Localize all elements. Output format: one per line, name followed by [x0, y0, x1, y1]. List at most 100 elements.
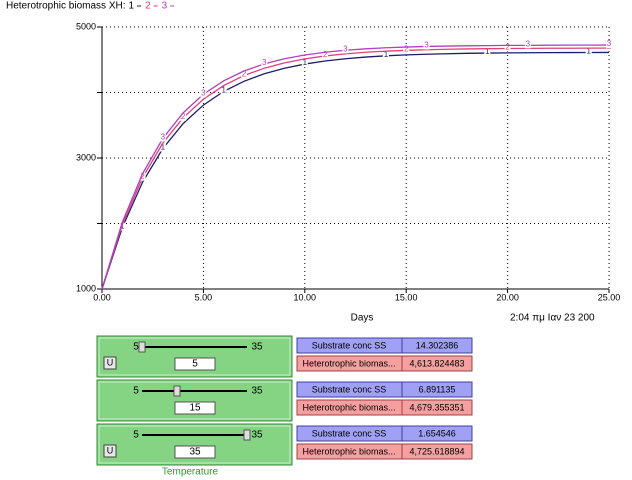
- readout-label: Substrate conc SS: [312, 428, 387, 438]
- y-tick-label: 5000: [76, 21, 96, 31]
- slider-max: 35: [251, 386, 263, 397]
- u-button[interactable]: [103, 444, 117, 458]
- curve-marker: 2: [181, 112, 186, 121]
- curve-marker-box: [240, 70, 247, 79]
- x-axis-label: Days: [351, 313, 374, 324]
- u-button-label: U: [107, 357, 114, 367]
- curve-marker: 1: [161, 143, 166, 152]
- slider-min: 5: [133, 430, 139, 441]
- x-tick-label: 5.00: [195, 292, 213, 302]
- u-button[interactable]: [103, 356, 117, 370]
- value-text: 15: [189, 403, 201, 414]
- slider-thumb[interactable]: [173, 385, 181, 397]
- curve-marker-box: [382, 50, 389, 59]
- readout-value-cell: [401, 443, 473, 460]
- readout-value-cell: [401, 399, 473, 416]
- readout-value-cell: [401, 355, 473, 372]
- x-tick-label: 0.00: [93, 292, 111, 302]
- readout-value: 6.891135: [419, 384, 456, 394]
- readout-value: 4,725.618894: [409, 446, 464, 456]
- curve-marker: 3: [424, 41, 429, 50]
- slider-thumb[interactable]: [243, 429, 251, 441]
- control-panel: [96, 379, 293, 422]
- readout-value: 4,613.824483: [409, 358, 464, 368]
- readout-value: 14.302386: [416, 340, 459, 350]
- curve-marker: 2: [323, 50, 328, 59]
- control-label: Temperature: [162, 467, 219, 478]
- curve-marker: 1: [485, 47, 490, 56]
- curve-marker: 2: [505, 43, 510, 52]
- readout-value-cell: [401, 337, 473, 354]
- curve-marker-box: [261, 58, 268, 67]
- slider-min: 5: [133, 342, 139, 353]
- control-panel-inner: [98, 337, 291, 376]
- curve-marker-box: [484, 48, 491, 57]
- control-panel-inner: [98, 425, 291, 464]
- curve-marker-box: [200, 89, 207, 98]
- u-button-label: U: [107, 445, 114, 455]
- curve-marker: 3: [262, 58, 267, 67]
- curve-marker-box: [342, 45, 349, 54]
- curve-marker-box: [423, 41, 430, 50]
- curve-marker: 2: [404, 44, 409, 53]
- slider-thumb[interactable]: [138, 341, 146, 353]
- curve-marker-box: [322, 50, 329, 59]
- readout-label: Substrate conc SS: [312, 340, 387, 350]
- chart-title: Heterotrophic biomass XH:: [6, 1, 126, 12]
- curve-marker: 3: [607, 39, 612, 48]
- readout-value: 4,679.355351: [409, 402, 464, 412]
- curve-marker-box: [301, 59, 308, 68]
- curve-marker-box: [524, 40, 531, 49]
- curve-marker: 1: [303, 58, 308, 67]
- timestamp: 2:04 πμ Ιαν 23 200: [510, 313, 595, 324]
- curve-marker-box: [159, 133, 166, 142]
- curve-marker: 2: [242, 70, 247, 79]
- curve-marker: 1: [221, 85, 226, 94]
- curve-marker: 1: [384, 50, 389, 59]
- curve-marker: 3: [161, 133, 166, 142]
- readout-value-cell: [401, 425, 473, 442]
- readout-label: Substrate conc SS: [312, 384, 387, 394]
- curve-marker: 3: [201, 88, 206, 97]
- value-box[interactable]: [174, 401, 216, 415]
- control-panel: [96, 423, 293, 466]
- control-panel-inner: [98, 381, 291, 420]
- y-tick-label: 3000: [76, 152, 96, 162]
- series-line: [101, 47, 610, 290]
- y-tick-label: 1000: [76, 283, 96, 293]
- x-tick-label: 15.00: [395, 292, 418, 302]
- legend-entry: 2: [145, 1, 151, 12]
- curve-marker-box: [159, 143, 166, 152]
- slider-min: 5: [133, 386, 139, 397]
- x-tick-label: 20.00: [496, 292, 519, 302]
- slider-max: 35: [251, 430, 263, 441]
- curve-marker-box: [504, 43, 511, 52]
- curve-marker-box: [220, 86, 227, 95]
- curve-marker-box: [180, 112, 187, 121]
- x-tick-label: 25.00: [598, 292, 621, 302]
- value-box[interactable]: [174, 445, 216, 459]
- readout-value-cell: [401, 381, 473, 398]
- value-box[interactable]: [174, 357, 216, 371]
- value-text: 5: [192, 359, 198, 370]
- curve-marker: 1: [120, 222, 125, 231]
- legend-entry: 3: [162, 1, 168, 12]
- curve-marker: 3: [343, 44, 348, 53]
- value-text: 35: [189, 447, 201, 458]
- series-line: [101, 44, 610, 290]
- curve-marker-box: [139, 172, 146, 181]
- readout-label: Heterotrophic biomas...: [302, 446, 395, 456]
- legend-entry: 1: [129, 1, 135, 12]
- slider-max: 35: [251, 342, 263, 353]
- curve-marker-box: [585, 47, 592, 56]
- curve-marker: 2: [140, 172, 145, 181]
- x-tick-label: 10.00: [294, 292, 317, 302]
- curve-marker: 3: [526, 39, 531, 48]
- readout-value: 1.654546: [418, 428, 456, 438]
- curve-marker: 1: [586, 47, 591, 56]
- curve-marker-box: [403, 45, 410, 54]
- control-panel: [96, 335, 293, 378]
- readout-label: Heterotrophic biomas...: [302, 358, 395, 368]
- curve-marker-box: [606, 40, 612, 49]
